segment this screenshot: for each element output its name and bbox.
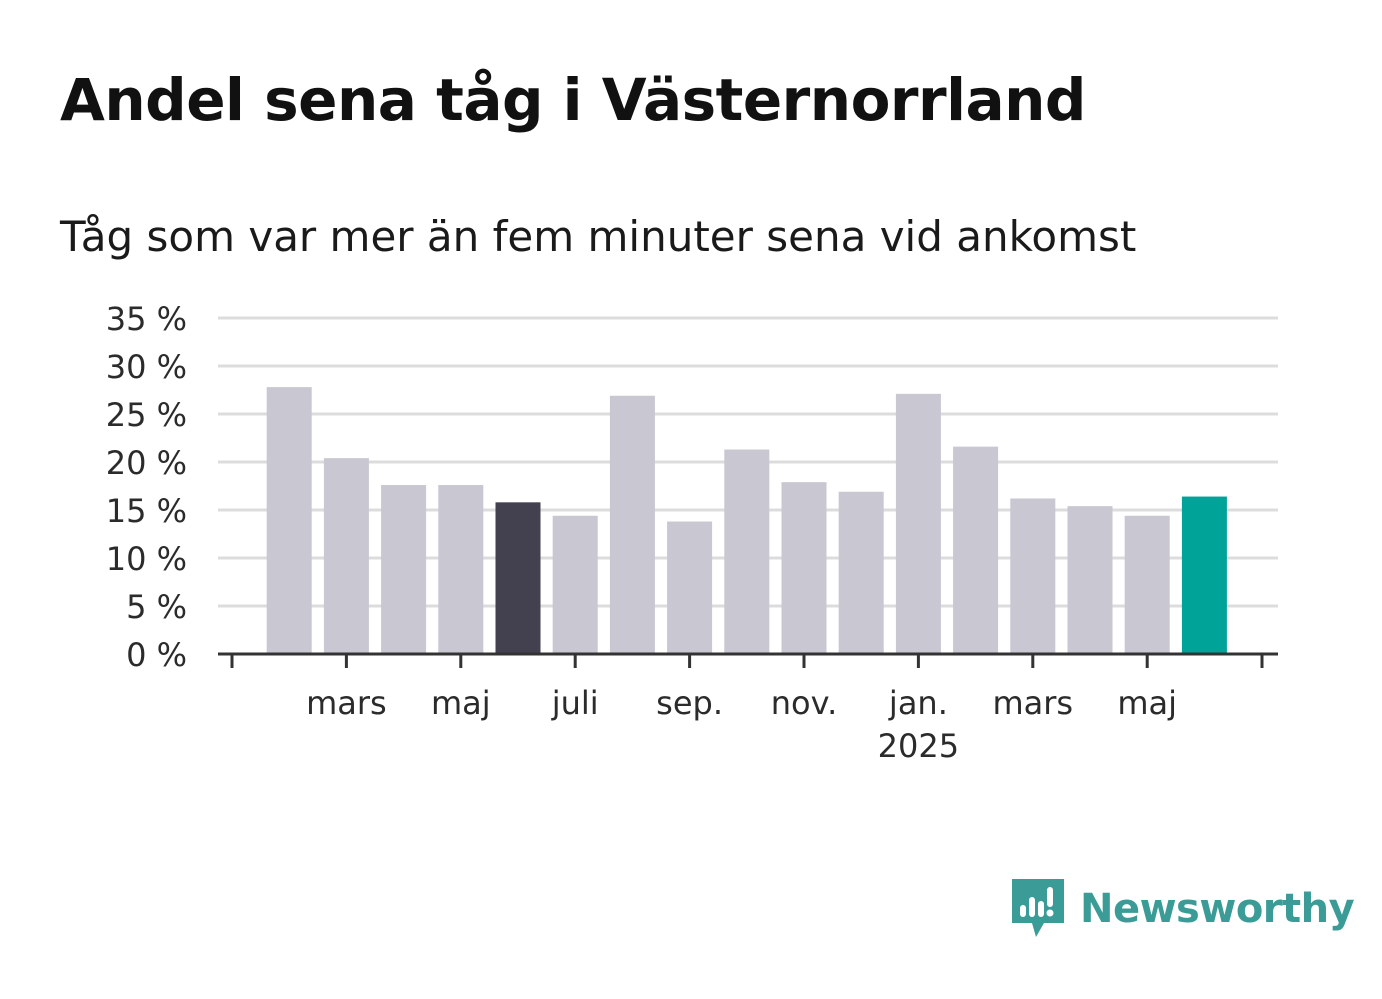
x-axis: [218, 652, 1278, 668]
bar: [1067, 506, 1113, 654]
bar: [495, 502, 541, 654]
x-tick-label: maj: [1117, 684, 1177, 722]
newsworthy-logo-icon: [1012, 879, 1064, 937]
x-tick-label: juli: [551, 684, 599, 722]
bar: [953, 446, 999, 654]
bar: [1124, 515, 1170, 654]
brand-name: Newsworthy: [1080, 886, 1355, 932]
bar: [381, 485, 427, 654]
y-tick-label: 10 %: [106, 540, 187, 578]
x-tick-label: jan.: [888, 684, 948, 722]
bar: [781, 482, 827, 654]
bars: [266, 387, 1227, 654]
chart-subtitle: Tåg som var mer än fem minuter sena vid …: [60, 212, 1137, 261]
bar: [323, 458, 369, 654]
x-tick-label: mars: [306, 684, 387, 722]
x-tick-label: mars: [992, 684, 1073, 722]
bar: [667, 521, 713, 654]
bar: [724, 449, 770, 654]
y-tick-label: 0 %: [126, 636, 187, 674]
bar: [1181, 496, 1227, 654]
bar: [895, 393, 941, 654]
bar: [438, 485, 484, 654]
bar: [1010, 498, 1056, 654]
bar: [552, 515, 598, 654]
y-tick-label: 35 %: [106, 300, 187, 338]
y-tick-label: 30 %: [106, 348, 187, 386]
y-axis-labels: 0 % 5 % 10 % 15 % 20 % 25 % 30 % 35 %: [106, 300, 187, 674]
bar: [609, 395, 655, 654]
x-tick-label: sep.: [656, 684, 723, 722]
y-tick-label: 20 %: [106, 444, 187, 482]
x-axis-labels: mars maj juli sep. nov. jan. 2025 mars maj: [306, 684, 1177, 765]
x-tick-sublabel: 2025: [878, 727, 959, 765]
brand-logo: Newsworthy: [1012, 879, 1355, 939]
bar: [266, 387, 312, 654]
x-tick-label: maj: [431, 684, 491, 722]
x-tick-label: nov.: [771, 684, 837, 722]
bar: [838, 491, 884, 654]
y-tick-label: 5 %: [126, 588, 187, 626]
y-tick-label: 25 %: [106, 396, 187, 434]
chart-title: Andel sena tåg i Västernorrland: [60, 66, 1086, 134]
y-tick-label: 15 %: [106, 492, 187, 530]
